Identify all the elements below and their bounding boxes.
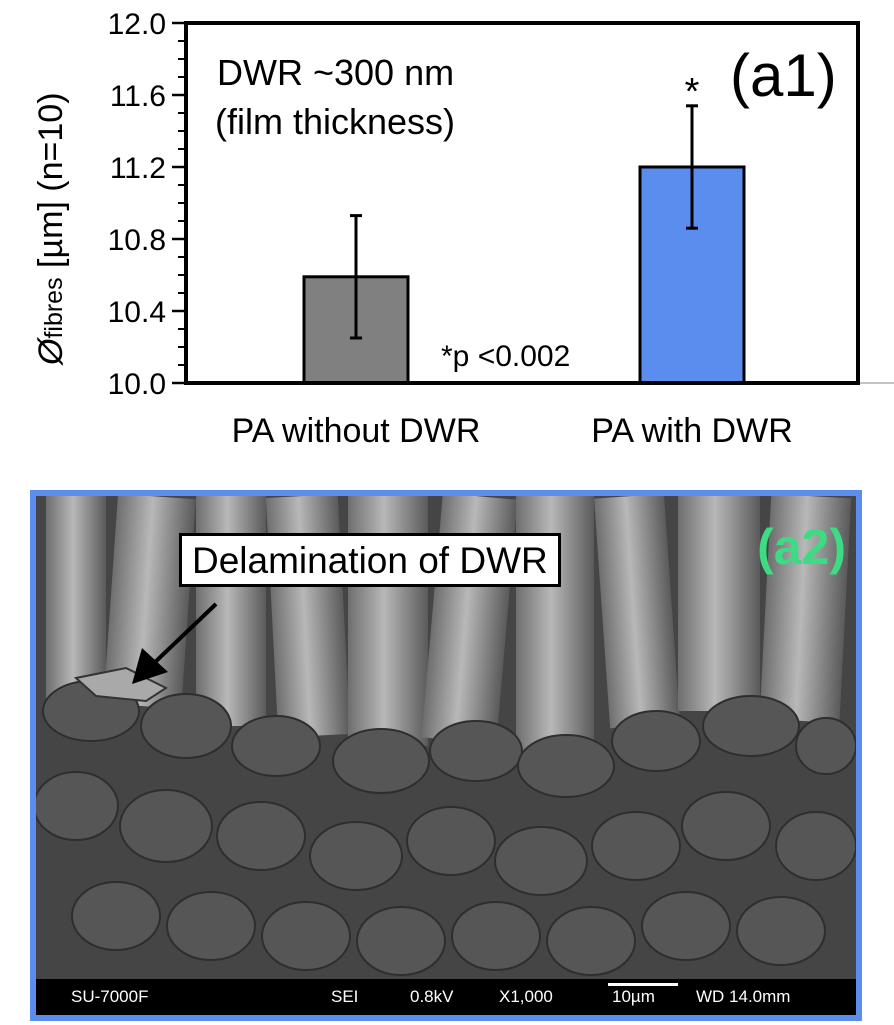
significance-marker: *: [685, 71, 700, 113]
bar-chart: 10.0 10.4 10.8 11.2 11.6 12.0 DWR ~300 nm (fi…: [32, 8, 894, 450]
y-tick-label: 10.8: [108, 224, 166, 257]
y-label-rest: [µm] (n=10): [32, 92, 70, 277]
instrument-name: SU-7000F: [71, 987, 149, 1006]
y-axis-label: Øfibres [µm] (n=10): [32, 92, 70, 366]
accelerating-voltage: 0.8kV: [410, 987, 454, 1006]
fibre-cross-sections: [36, 680, 856, 976]
y-label-symbol: Ø: [32, 336, 70, 366]
annotation-title-line-1: DWR ~300 nm: [217, 52, 454, 93]
y-tick-label: 12.0: [108, 8, 166, 41]
p-value-note: *p <0.002: [441, 340, 570, 373]
panel-label-a2: (a2): [757, 519, 846, 575]
callout-label: Delamination of DWR: [179, 533, 561, 587]
working-distance: WD 14.0mm: [696, 987, 791, 1006]
scale-bar: [608, 983, 678, 986]
scale-bar-label: 10µm: [612, 987, 655, 1006]
sem-info-bar: SU-7000F SEI 0.8kV X1,000 10µm WD 14.0mm: [36, 979, 856, 1015]
callout-arrow-line: [149, 602, 218, 668]
y-tick-label: 10.4: [108, 296, 166, 329]
annotation-title-line-2: (film thickness): [215, 101, 455, 142]
error-bars: [350, 104, 698, 340]
callout-arrow-head: [132, 648, 168, 684]
plot-frame: [184, 21, 860, 385]
panel-label-a1: (a1): [730, 42, 837, 109]
imaging-mode: SEI: [331, 987, 359, 1006]
y-tick-label: 11.2: [110, 152, 166, 185]
delamination-flake: [73, 666, 169, 703]
y-tick-label: 11.6: [110, 80, 166, 113]
y-axis-ticks: 10.0 10.4 10.8 11.2 11.6 12.0: [108, 8, 186, 401]
y-label-subscript: fibres: [40, 277, 68, 338]
sem-micrograph-panel: Delamination of DWR (a2) SU-7000F SEI 0.…: [30, 490, 862, 1021]
x-category-label-2: PA with DWR: [591, 412, 793, 450]
y-tick-label: 10.0: [108, 368, 166, 401]
magnification: X1,000: [499, 987, 553, 1006]
x-category-label-1: PA without DWR: [232, 412, 481, 450]
